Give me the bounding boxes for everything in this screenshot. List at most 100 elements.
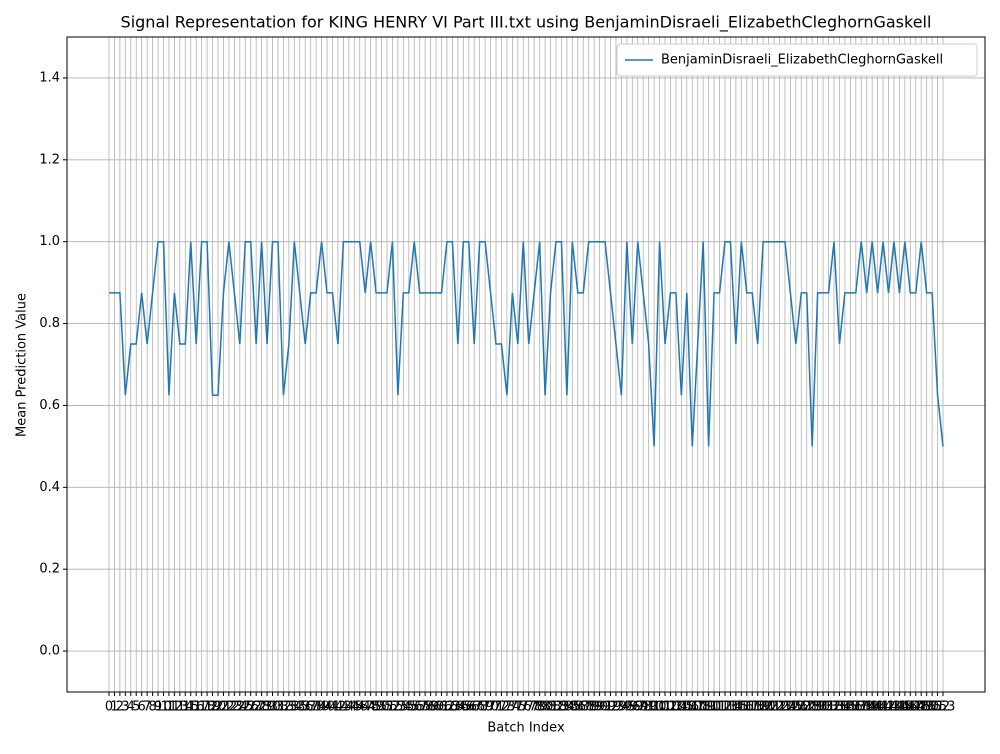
x-tick-label: 13	[172, 700, 189, 715]
x-tick-label: 41	[324, 700, 341, 715]
x-tick-label: 15	[182, 700, 199, 715]
x-tick-label: 97	[629, 700, 646, 715]
x-tick-label: 150	[914, 700, 939, 715]
x-tick-label: 4	[127, 700, 135, 715]
x-tick-label: 137	[843, 700, 868, 715]
x-tick-label: 111	[702, 700, 727, 715]
y-tick-label: 1.4	[39, 70, 60, 85]
x-tick-label: 114	[718, 700, 743, 715]
x-tick-label: 38	[308, 700, 325, 715]
x-tick-label: 67	[466, 700, 483, 715]
x-tick-label: 63	[444, 700, 461, 715]
x-tick-label: 18	[199, 700, 216, 715]
x-tick-label: 9	[154, 700, 162, 715]
x-tick-label: 7	[143, 700, 151, 715]
x-tick-label: 8	[148, 700, 156, 715]
x-tick-label: 85	[564, 700, 581, 715]
x-tick-label: 125	[778, 700, 803, 715]
x-tick-label: 148	[903, 700, 928, 715]
y-tick-label: 0.0	[39, 644, 60, 659]
x-tick-label: 86	[570, 700, 587, 715]
x-tick-label: 2	[116, 700, 124, 715]
x-tick-label: 87	[575, 700, 592, 715]
x-tick-label: 100	[642, 700, 667, 715]
x-tick-label: 60	[428, 700, 445, 715]
x-tick-label: 46	[351, 700, 368, 715]
x-tick-label: 109	[691, 700, 716, 715]
x-tick-label: 77	[520, 700, 537, 715]
x-tick-label: 146	[892, 700, 917, 715]
x-tick-label: 139	[854, 700, 879, 715]
x-tick-label: 129	[800, 700, 825, 715]
x-tick-label: 138	[849, 700, 874, 715]
x-tick-label: 22	[221, 700, 238, 715]
x-tick-label: 94	[613, 700, 630, 715]
x-tick-label: 72	[493, 700, 510, 715]
x-tick-label: 44	[341, 700, 358, 715]
x-tick-label: 40	[319, 700, 336, 715]
x-tick-label: 76	[515, 700, 532, 715]
x-tick-label: 10	[155, 700, 172, 715]
x-tick-label: 121	[756, 700, 781, 715]
x-tick-label: 151	[920, 700, 945, 715]
x-tick-label: 29	[259, 700, 276, 715]
x-tick-label: 78	[526, 700, 543, 715]
x-tick-label: 28	[253, 700, 270, 715]
x-tick-label: 82	[548, 700, 565, 715]
x-tick-label: 147	[898, 700, 923, 715]
x-tick-label: 61	[433, 700, 450, 715]
x-tick-label: 65	[455, 700, 472, 715]
x-tick-label: 152	[925, 700, 950, 715]
x-tick-label: 25	[237, 700, 254, 715]
x-tick-label: 5	[132, 700, 140, 715]
x-tick-label: 149	[909, 700, 934, 715]
x-tick-label: 92	[602, 700, 619, 715]
x-tick-label: 20	[210, 700, 227, 715]
x-tick-label: 34	[286, 700, 303, 715]
x-tick-label: 103	[658, 700, 683, 715]
plot-frame	[66, 36, 986, 693]
x-tick-label: 145	[887, 700, 912, 715]
x-tick-label: 136	[838, 700, 863, 715]
x-tick-label: 42	[330, 700, 347, 715]
x-tick-label: 47	[357, 700, 374, 715]
x-tick-label: 31	[270, 700, 287, 715]
x-tick-label: 105	[669, 700, 694, 715]
x-axis-label: Batch Index	[487, 721, 565, 736]
y-tick-label: 0.8	[39, 316, 60, 331]
legend-box	[616, 43, 978, 77]
x-tick-label: 23	[226, 700, 243, 715]
x-tick-label: 80	[537, 700, 554, 715]
x-tick-label: 153	[931, 700, 956, 715]
x-tick-label: 99	[640, 700, 657, 715]
x-tick-label: 35	[291, 700, 308, 715]
x-tick-label: 131	[811, 700, 836, 715]
x-tick-label: 37	[302, 700, 319, 715]
x-tick-label: 128	[794, 700, 819, 715]
x-tick-label: 135	[832, 700, 857, 715]
x-tick-label: 71	[488, 700, 505, 715]
x-tick-label: 122	[762, 700, 787, 715]
x-tick-label: 3	[121, 700, 129, 715]
x-tick-label: 98	[635, 700, 652, 715]
y-axis-label: Mean Prediction Value	[15, 293, 30, 437]
x-tick-label: 50	[373, 700, 390, 715]
x-tick-label: 57	[411, 700, 428, 715]
x-tick-label: 19	[204, 700, 221, 715]
x-tick-label: 43	[335, 700, 352, 715]
x-tick-label: 0	[105, 700, 113, 715]
x-tick-label: 108	[685, 700, 710, 715]
y-tick-label: 0.6	[39, 398, 60, 413]
x-tick-label: 132	[816, 700, 841, 715]
x-tick-label: 32	[275, 700, 292, 715]
x-tick-label: 117	[734, 700, 759, 715]
x-tick-label: 68	[471, 700, 488, 715]
x-tick-label: 27	[248, 700, 265, 715]
x-tick-label: 95	[619, 700, 636, 715]
x-tick-label: 74	[504, 700, 521, 715]
y-tick-label: 1.0	[39, 234, 60, 249]
x-tick-label: 83	[553, 700, 570, 715]
x-tick-label: 96	[624, 700, 641, 715]
